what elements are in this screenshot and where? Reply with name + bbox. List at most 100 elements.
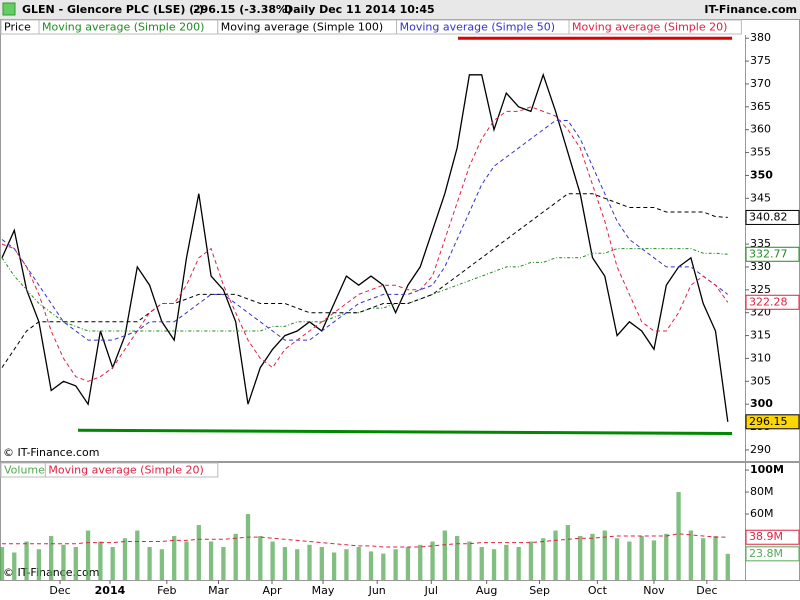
y-tick-label: 350 [750,168,773,181]
volume-bar [49,536,54,580]
volume-bar [245,514,251,580]
volume-bar [688,530,694,580]
volume-bar [368,551,374,580]
y-tick-label: 355 [750,146,771,159]
legend-entry: Moving average (Simple 100) [221,21,383,34]
end-label: 296.15 [749,415,788,428]
volume-bar [282,547,288,580]
volume-bar [553,530,558,580]
series-line [1,72,729,422]
x-tick-label: Apr [262,584,282,597]
volume-bar [73,547,78,580]
y-tick-label: 300 [750,397,773,410]
volume-bar [258,536,263,580]
end-label: 322.28 [749,295,788,308]
series-line [1,248,728,332]
end-label-box [745,529,800,545]
end-label: 23.8M [749,547,783,560]
volume-bar [405,547,411,580]
x-tick-label: Jul [424,584,438,597]
y-tick-label: 360 [750,123,771,136]
y-tick-label: 310 [750,351,771,364]
end-label: 340.82 [749,210,788,223]
volume-bar [307,544,312,580]
y-tick-label: 60M [750,507,774,520]
x-tick-label: Aug [476,584,497,597]
header-icon [2,2,16,16]
y-tick-label: 370 [750,77,771,90]
y-tick-label: 330 [750,260,771,273]
volume-bar [676,492,681,580]
volume-bar [565,525,571,580]
y-tick-label: 315 [750,329,771,342]
x-tick-label: Oct [588,584,608,597]
volume-bar [196,525,201,580]
x-tick-label: Sep [529,584,550,597]
y-tick-label: 100M [750,463,784,476]
volume-bar [344,549,349,580]
header-bar [0,0,800,19]
series-line [1,106,729,382]
volume-bar [159,549,165,580]
volume-bar [110,547,115,580]
header-period: Daily Dec 11 2014 10:45 [284,3,435,16]
volume-bar [221,547,226,580]
volume-bar [713,536,718,580]
volume-bar [393,549,398,580]
header-change: 296.15 (-3.38%) [193,3,292,16]
legend-entry: Moving average (Simple 20) [48,464,203,477]
end-label-box [745,414,800,430]
end-label: 38.9M [749,530,783,543]
x-tick-label: Feb [157,584,176,597]
legend-entry: Volume [4,464,45,477]
volume-bar [442,530,447,580]
volume-bar [61,544,66,580]
volume-bar [418,544,423,580]
y-tick-label: 325 [750,283,771,296]
end-label-box [745,209,800,225]
volume-bar [85,530,91,580]
legend-entry: Moving average (Simple 50) [400,21,555,34]
volume-bar [664,533,669,580]
volume-bar [578,536,583,580]
volume-bar [135,530,140,580]
volume-bar [614,538,620,580]
y-tick-label: 375 [750,54,771,67]
y-tick-label: 290 [750,443,771,456]
volume-bar [208,541,214,580]
x-tick-label: Dec [696,584,717,597]
legend-entry: Moving average (Simple 20) [572,21,727,34]
volume-bar [98,541,103,580]
volume-bar [430,541,435,580]
trend-line [77,428,733,435]
volume-bar [590,533,595,580]
y-tick-label: 80M [750,485,774,498]
volume-bar [491,549,497,580]
volume-bar [184,541,189,580]
x-tick-label: Jun [368,584,386,597]
price-panel [0,19,800,462]
volume-bar [467,541,472,580]
volume-bar [516,547,521,580]
volume-bar [0,547,5,580]
volume-bar [36,549,42,580]
copyright: © IT-Finance.com [3,446,100,459]
y-tick-label: 365 [750,100,771,113]
volume-bar [651,540,657,580]
legend-entry: Price [4,21,31,34]
volume-bar [12,552,17,580]
end-label-box [745,546,800,562]
volume-bar [504,544,509,580]
volume-bar [172,536,177,580]
legend-box [568,19,742,35]
legend-entry: Moving average (Simple 200) [42,21,204,34]
volume-bar [24,541,29,580]
volume-bar [381,553,386,580]
header-title: GLEN - Glencore PLC (LSE) (-) [22,3,204,16]
volume-bar [528,541,534,580]
y-tick-label: 380 [750,31,771,44]
x-tick-label: Nov [643,584,665,597]
volume-bar [479,547,484,580]
